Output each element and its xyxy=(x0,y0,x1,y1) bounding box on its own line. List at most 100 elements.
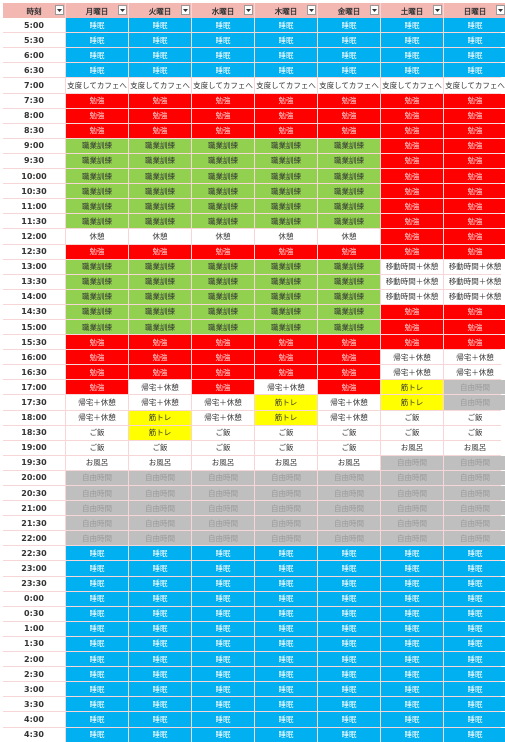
time-cell: 21:30 xyxy=(3,516,65,531)
schedule-cell: 勉強 xyxy=(255,365,317,380)
schedule-cell: 睡眠 xyxy=(192,652,254,667)
schedule-cell: 睡眠 xyxy=(444,636,505,652)
schedule-cell: 勉強 xyxy=(444,244,505,259)
time-cell: 19:30 xyxy=(3,455,65,470)
schedule-cell: 職業訓練 xyxy=(129,169,191,184)
schedule-cell: 職業訓練 xyxy=(129,214,191,229)
schedule-table: 時刻 月曜日 火曜日 水曜日 木曜日 金曜日 土曜日 日曜日 5:00 睡眠 睡眠 睡眠 睡眠 睡眠 睡眠睡… xyxy=(3,3,505,742)
time-cell: 13:00 xyxy=(3,259,65,274)
schedule-cell: 睡眠 xyxy=(381,576,443,591)
schedule-cell: 職業訓練 xyxy=(318,169,380,184)
schedule-cell: 睡眠 xyxy=(192,712,254,727)
schedule-cell: 勉強 xyxy=(66,93,128,108)
schedule-cell: 自由時間 xyxy=(318,501,380,516)
schedule-cell: 勉強 xyxy=(381,199,443,214)
schedule-cell: 睡眠 xyxy=(318,561,380,576)
schedule-cell: 勉強 xyxy=(444,214,505,229)
time-cell: 22:30 xyxy=(3,546,65,561)
schedule-cell: 自由時間 xyxy=(444,470,505,485)
schedule-cell: 睡眠 xyxy=(444,546,505,561)
schedule-cell: 睡眠 xyxy=(318,621,380,636)
time-cell: 3:30 xyxy=(3,697,65,712)
schedule-cell: 睡眠 xyxy=(318,667,380,682)
schedule-cell: 睡眠 xyxy=(66,18,128,33)
schedule-cell: 睡眠 xyxy=(318,18,380,33)
schedule-cell: 自由時間 xyxy=(66,501,128,516)
schedule-cell: 勉強 xyxy=(381,214,443,229)
schedule-cell: 睡眠 xyxy=(66,652,128,667)
schedule-cell: 移動時間＋休憩 xyxy=(444,289,505,304)
time-cell: 12:00 xyxy=(3,229,65,244)
schedule-cell: 筋トレ xyxy=(129,410,191,425)
filter-button[interactable] xyxy=(181,5,190,15)
schedule-cell: ご飯 xyxy=(255,425,317,440)
schedule-cell: 筋トレ xyxy=(129,425,191,440)
column-header: 時刻 xyxy=(3,3,65,19)
filter-button[interactable] xyxy=(55,5,64,15)
time-cell: 0:30 xyxy=(3,606,65,621)
schedule-cell: 職業訓練 xyxy=(129,319,191,335)
schedule-cell: 職業訓練 xyxy=(129,259,191,274)
filter-button[interactable] xyxy=(244,5,253,15)
schedule-cell: 自由時間 xyxy=(129,486,191,501)
schedule-cell: 職業訓練 xyxy=(255,274,317,289)
schedule-cell: 勉強 xyxy=(129,108,191,123)
schedule-cell: 職業訓練 xyxy=(318,199,380,214)
schedule-cell: 帰宅＋休憩 xyxy=(444,350,505,365)
time-cell: 11:00 xyxy=(3,199,65,214)
schedule-cell: 睡眠 xyxy=(129,636,191,652)
schedule-cell: 睡眠 xyxy=(318,727,380,742)
schedule-cell: 勉強 xyxy=(192,365,254,380)
schedule-cell: 勉強 xyxy=(129,350,191,365)
schedule-cell: 勉強 xyxy=(444,335,505,350)
schedule-cell: 睡眠 xyxy=(129,727,191,742)
schedule-cell: 睡眠 xyxy=(66,561,128,576)
schedule-cell: 移動時間＋休憩 xyxy=(381,259,443,274)
schedule-cell: 勉強 xyxy=(444,319,505,335)
schedule-cell: ご飯 xyxy=(129,440,191,455)
schedule-cell: 自由時間 xyxy=(129,470,191,485)
time-cell: 19:00 xyxy=(3,440,65,455)
schedule-cell: 睡眠 xyxy=(444,682,505,697)
time-cell: 4:00 xyxy=(3,712,65,727)
schedule-cell: 睡眠 xyxy=(66,636,128,652)
schedule-cell: 休憩 xyxy=(129,229,191,244)
schedule-cell: 職業訓練 xyxy=(255,153,317,169)
schedule-cell: 睡眠 xyxy=(129,591,191,606)
schedule-cell: 睡眠 xyxy=(255,591,317,606)
schedule-cell: 勉強 xyxy=(444,138,505,153)
schedule-cell: 睡眠 xyxy=(192,667,254,682)
time-cell: 15:00 xyxy=(3,319,65,335)
schedule-cell: 睡眠 xyxy=(381,636,443,652)
schedule-cell: 職業訓練 xyxy=(192,319,254,335)
schedule-cell: ご飯 xyxy=(192,440,254,455)
schedule-cell: 睡眠 xyxy=(66,712,128,727)
schedule-cell: ご飯 xyxy=(381,410,443,425)
schedule-cell: 睡眠 xyxy=(444,727,505,742)
schedule-cell: 睡眠 xyxy=(318,606,380,621)
schedule-cell: 睡眠 xyxy=(66,576,128,591)
schedule-cell: 睡眠 xyxy=(381,18,443,33)
filter-button[interactable] xyxy=(370,5,379,15)
schedule-cell: 勉強 xyxy=(192,108,254,123)
schedule-cell: 睡眠 xyxy=(66,591,128,606)
schedule-cell: 睡眠 xyxy=(381,712,443,727)
schedule-cell: 自由時間 xyxy=(192,516,254,531)
schedule-cell: 自由時間 xyxy=(444,516,505,531)
filter-button[interactable] xyxy=(118,5,127,15)
time-cell: 21:00 xyxy=(3,501,65,516)
schedule-cell: ご飯 xyxy=(255,440,317,455)
schedule-cell: 勉強 xyxy=(192,244,254,259)
column-header: 木曜日 xyxy=(255,3,317,19)
filter-button[interactable] xyxy=(307,5,316,15)
schedule-cell: 職業訓練 xyxy=(318,184,380,199)
schedule-cell: 職業訓練 xyxy=(255,289,317,304)
schedule-cell: 筋トレ xyxy=(255,410,317,425)
schedule-cell: 勉強 xyxy=(129,365,191,380)
schedule-cell: 自由時間 xyxy=(129,501,191,516)
time-cell: 13:30 xyxy=(3,274,65,289)
time-cell: 16:00 xyxy=(3,350,65,365)
schedule-cell: 帰宅＋休憩 xyxy=(381,350,443,365)
filter-button[interactable] xyxy=(496,5,505,15)
filter-button[interactable] xyxy=(433,5,442,15)
